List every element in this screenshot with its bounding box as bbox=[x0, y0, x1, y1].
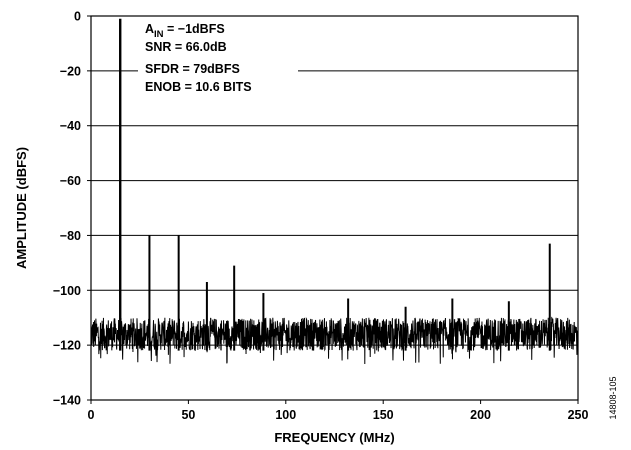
x-tick-label: 50 bbox=[181, 408, 195, 422]
grid-lines bbox=[91, 70, 578, 346]
y-tick-label: −40 bbox=[60, 119, 81, 133]
y-tick-label: −100 bbox=[53, 284, 81, 298]
y-tick-label: −20 bbox=[60, 64, 81, 78]
annotations: AIN = −1dBFS SNR = 66.0dB SFDR = 79dBFS … bbox=[145, 22, 252, 94]
y-tick-label: −60 bbox=[60, 174, 81, 188]
plot-frame bbox=[90, 15, 579, 401]
axis-ticks: 0 −20 −40 −60 −80 −100 −120 −140 0 50 100 150 200 250 bbox=[53, 10, 589, 423]
annotation-snr: SNR = 66.0dB bbox=[145, 40, 227, 54]
x-tick-label: 0 bbox=[88, 408, 95, 422]
annotation-enob: ENOB = 10.6 BITS bbox=[145, 80, 252, 94]
y-tick-label: −120 bbox=[53, 339, 81, 353]
y-tick-label: −140 bbox=[53, 394, 81, 408]
y-tick-label: −80 bbox=[60, 229, 81, 243]
x-tick-label: 150 bbox=[373, 408, 394, 422]
x-axis-title: FREQUENCY (MHz) bbox=[274, 430, 394, 445]
y-tick-label: 0 bbox=[74, 10, 81, 24]
annotation-sfdr: SFDR = 79dBFS bbox=[145, 62, 240, 76]
y-axis-title: AMPLITUDE (dBFS) bbox=[14, 147, 29, 269]
annotation-ain: AIN = −1dBFS bbox=[145, 22, 225, 40]
figure-id: 14808-105 bbox=[608, 376, 618, 419]
noise-floor-trace bbox=[90, 316, 579, 365]
x-tick-label: 200 bbox=[470, 408, 491, 422]
x-tick-label: 100 bbox=[275, 408, 296, 422]
fft-trace bbox=[90, 18, 579, 365]
x-tick-label: 250 bbox=[568, 408, 589, 422]
annotation-background bbox=[138, 18, 298, 96]
